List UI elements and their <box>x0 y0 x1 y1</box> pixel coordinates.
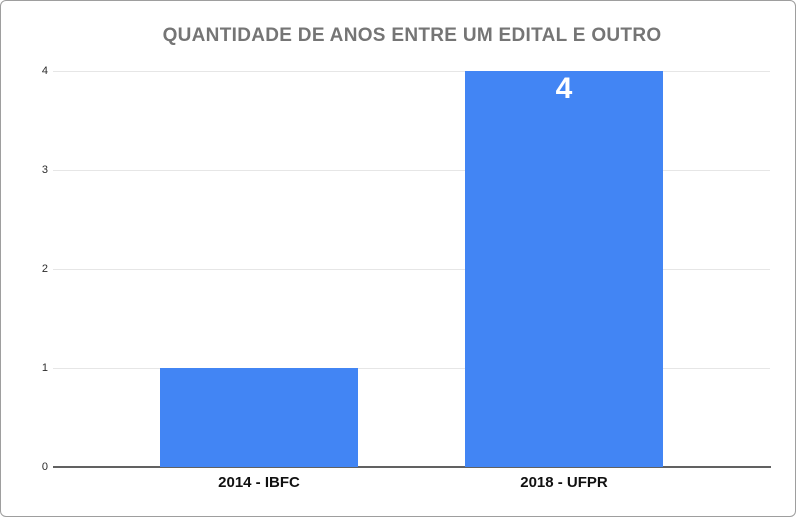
y-axis-tick-labels: 0 1 2 3 4 <box>1 1 48 516</box>
x-axis-line <box>53 466 771 468</box>
gridline <box>53 268 770 270</box>
bar-value-label: 4 <box>555 72 573 105</box>
y-tick-label: 4 <box>41 65 48 77</box>
y-tick-label: 1 <box>41 362 48 374</box>
gridline <box>53 70 770 72</box>
gridline <box>53 367 770 369</box>
category-label: 2014 - IBFC <box>218 474 300 491</box>
y-tick-label: 3 <box>41 164 48 176</box>
bar-2[interactable]: 4 <box>465 71 663 467</box>
category-label: 2018 - UFPR <box>520 474 608 491</box>
chart-title: QUANTIDADE DE ANOS ENTRE UM EDITAL E OUT… <box>162 25 662 46</box>
plot-area: 4 <box>53 70 771 468</box>
y-tick-label: 0 <box>41 461 48 473</box>
y-tick-label: 2 <box>41 263 48 275</box>
bar-1[interactable] <box>160 368 358 467</box>
gridline <box>53 169 770 171</box>
